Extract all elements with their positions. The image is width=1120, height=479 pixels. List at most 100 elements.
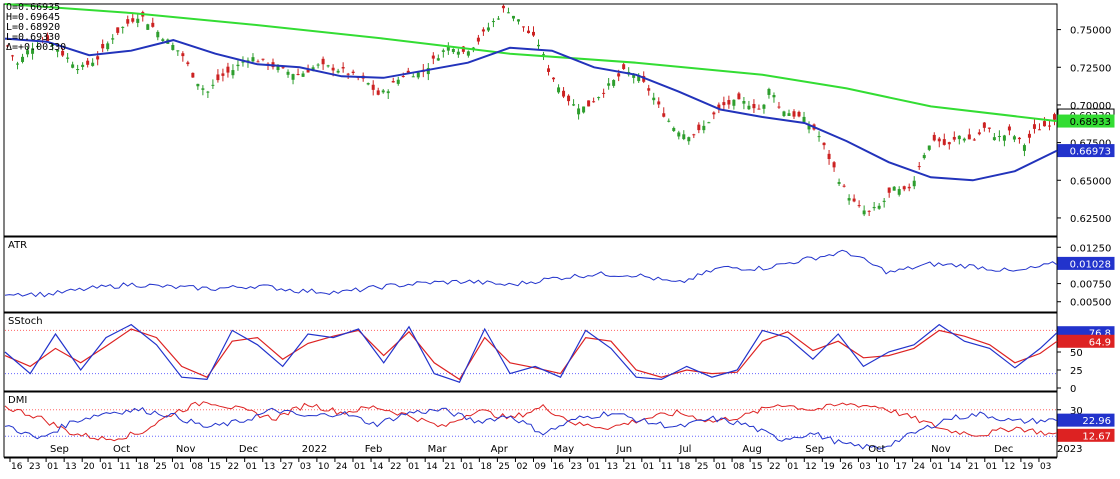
candle-body [847,198,851,201]
candle-body [857,205,861,207]
x-month-label: Jul [678,444,691,455]
value-badge [1057,428,1115,442]
candle-body [602,92,606,94]
candle-body [757,108,761,110]
candle-body [677,132,681,137]
candle-body [1027,133,1031,138]
candle-body [431,55,435,59]
candle-body [6,45,10,47]
candle-body [702,125,706,131]
candle-body [962,138,966,141]
candle-body [767,88,771,95]
candle-body [877,205,881,209]
candle-body [687,137,691,142]
y-tick-label: 0.00500 [1070,298,1111,309]
y-tick-label: 0.72500 [1070,63,1111,74]
x-day-label: 01 [354,462,365,472]
candle-body [782,111,786,116]
candle-body [76,68,80,71]
x-month-label: Oct [113,444,130,455]
candle-body [792,111,796,117]
candle-body [807,124,811,130]
candle-body [1022,145,1026,151]
x-day-label: 10 [318,462,330,472]
x-month-label: Nov [931,444,951,455]
change-value: Δ=+0.00330 [6,42,67,53]
candle-body [491,21,495,23]
candle-body [957,135,961,140]
candle-body [977,132,981,135]
value-badge-label: 0.66973 [1070,147,1111,158]
candle-body [952,136,956,140]
x-month-label: Feb [365,444,383,455]
x-day-label: 16 [11,462,23,472]
candle-body [832,162,836,168]
x-day-label: 17 [896,462,907,472]
candle-body [967,134,971,140]
candle-body [381,90,385,93]
candle-body [11,55,15,57]
candle-body [326,65,330,67]
value-badge-label: 0.68933 [1070,117,1111,128]
x-day-label: 11 [661,462,672,472]
candle-body [341,67,345,69]
candle-body [31,48,35,54]
x-day-label: 03 [1040,462,1051,472]
candle-body [426,68,430,75]
x-day-label: 08 [733,462,745,472]
x-day-label: 21 [444,462,455,472]
candle-body [537,44,541,47]
x-day-label: 13 [264,462,275,472]
candle-body [887,187,891,193]
candle-body [396,79,400,84]
last-value: L=0.69330 [6,32,61,43]
y-tick-label: 30 [1070,406,1083,417]
candle-body [286,71,290,75]
candle-body [81,64,85,67]
value-badge-label: 0.01028 [1070,259,1111,270]
x-month-label: Dec [239,444,258,455]
value-badge [1057,256,1115,270]
candle-body [852,198,856,202]
candle-body [376,90,380,95]
candle-body [236,64,240,67]
candle-body [176,50,180,52]
candle-body [802,116,806,122]
value-badge [1057,334,1115,348]
candle-body [146,24,150,30]
x-month-label: Mar [428,444,448,455]
candle-body [136,18,140,23]
candle-body [261,58,265,60]
candle-body [116,27,120,33]
candle-body [1012,136,1016,140]
candle-body [697,124,701,131]
candle-body [737,93,741,100]
panel-title: ATR [8,240,27,251]
candle-body [637,75,641,82]
x-day-label: 21 [625,462,636,472]
x-day-label: 12 [1004,462,1015,472]
x-day-label: 22 [769,462,780,472]
candle-body [71,64,75,68]
x-day-label: 16 [553,462,565,472]
candle-body [837,182,841,184]
candle-body [401,76,405,78]
ohlc-readout: O=0.66935 H=0.69645 L=0.68920 L=0.69330 … [6,3,66,53]
candle-body [902,186,906,190]
x-day-label: 11 [119,462,130,472]
candle-body [552,77,556,80]
x-day-label: 12 [805,462,816,472]
candle-body [1032,124,1036,129]
candle-body [937,138,941,142]
candle-body [652,97,656,101]
x-month-label: Apr [491,444,509,455]
candle-body [526,30,530,34]
candle-body [66,57,70,59]
candle-body [617,73,621,77]
candle-body [942,139,946,145]
candle-body [1017,137,1021,140]
candle-body [211,84,215,86]
x-day-label: 19 [1022,462,1034,472]
